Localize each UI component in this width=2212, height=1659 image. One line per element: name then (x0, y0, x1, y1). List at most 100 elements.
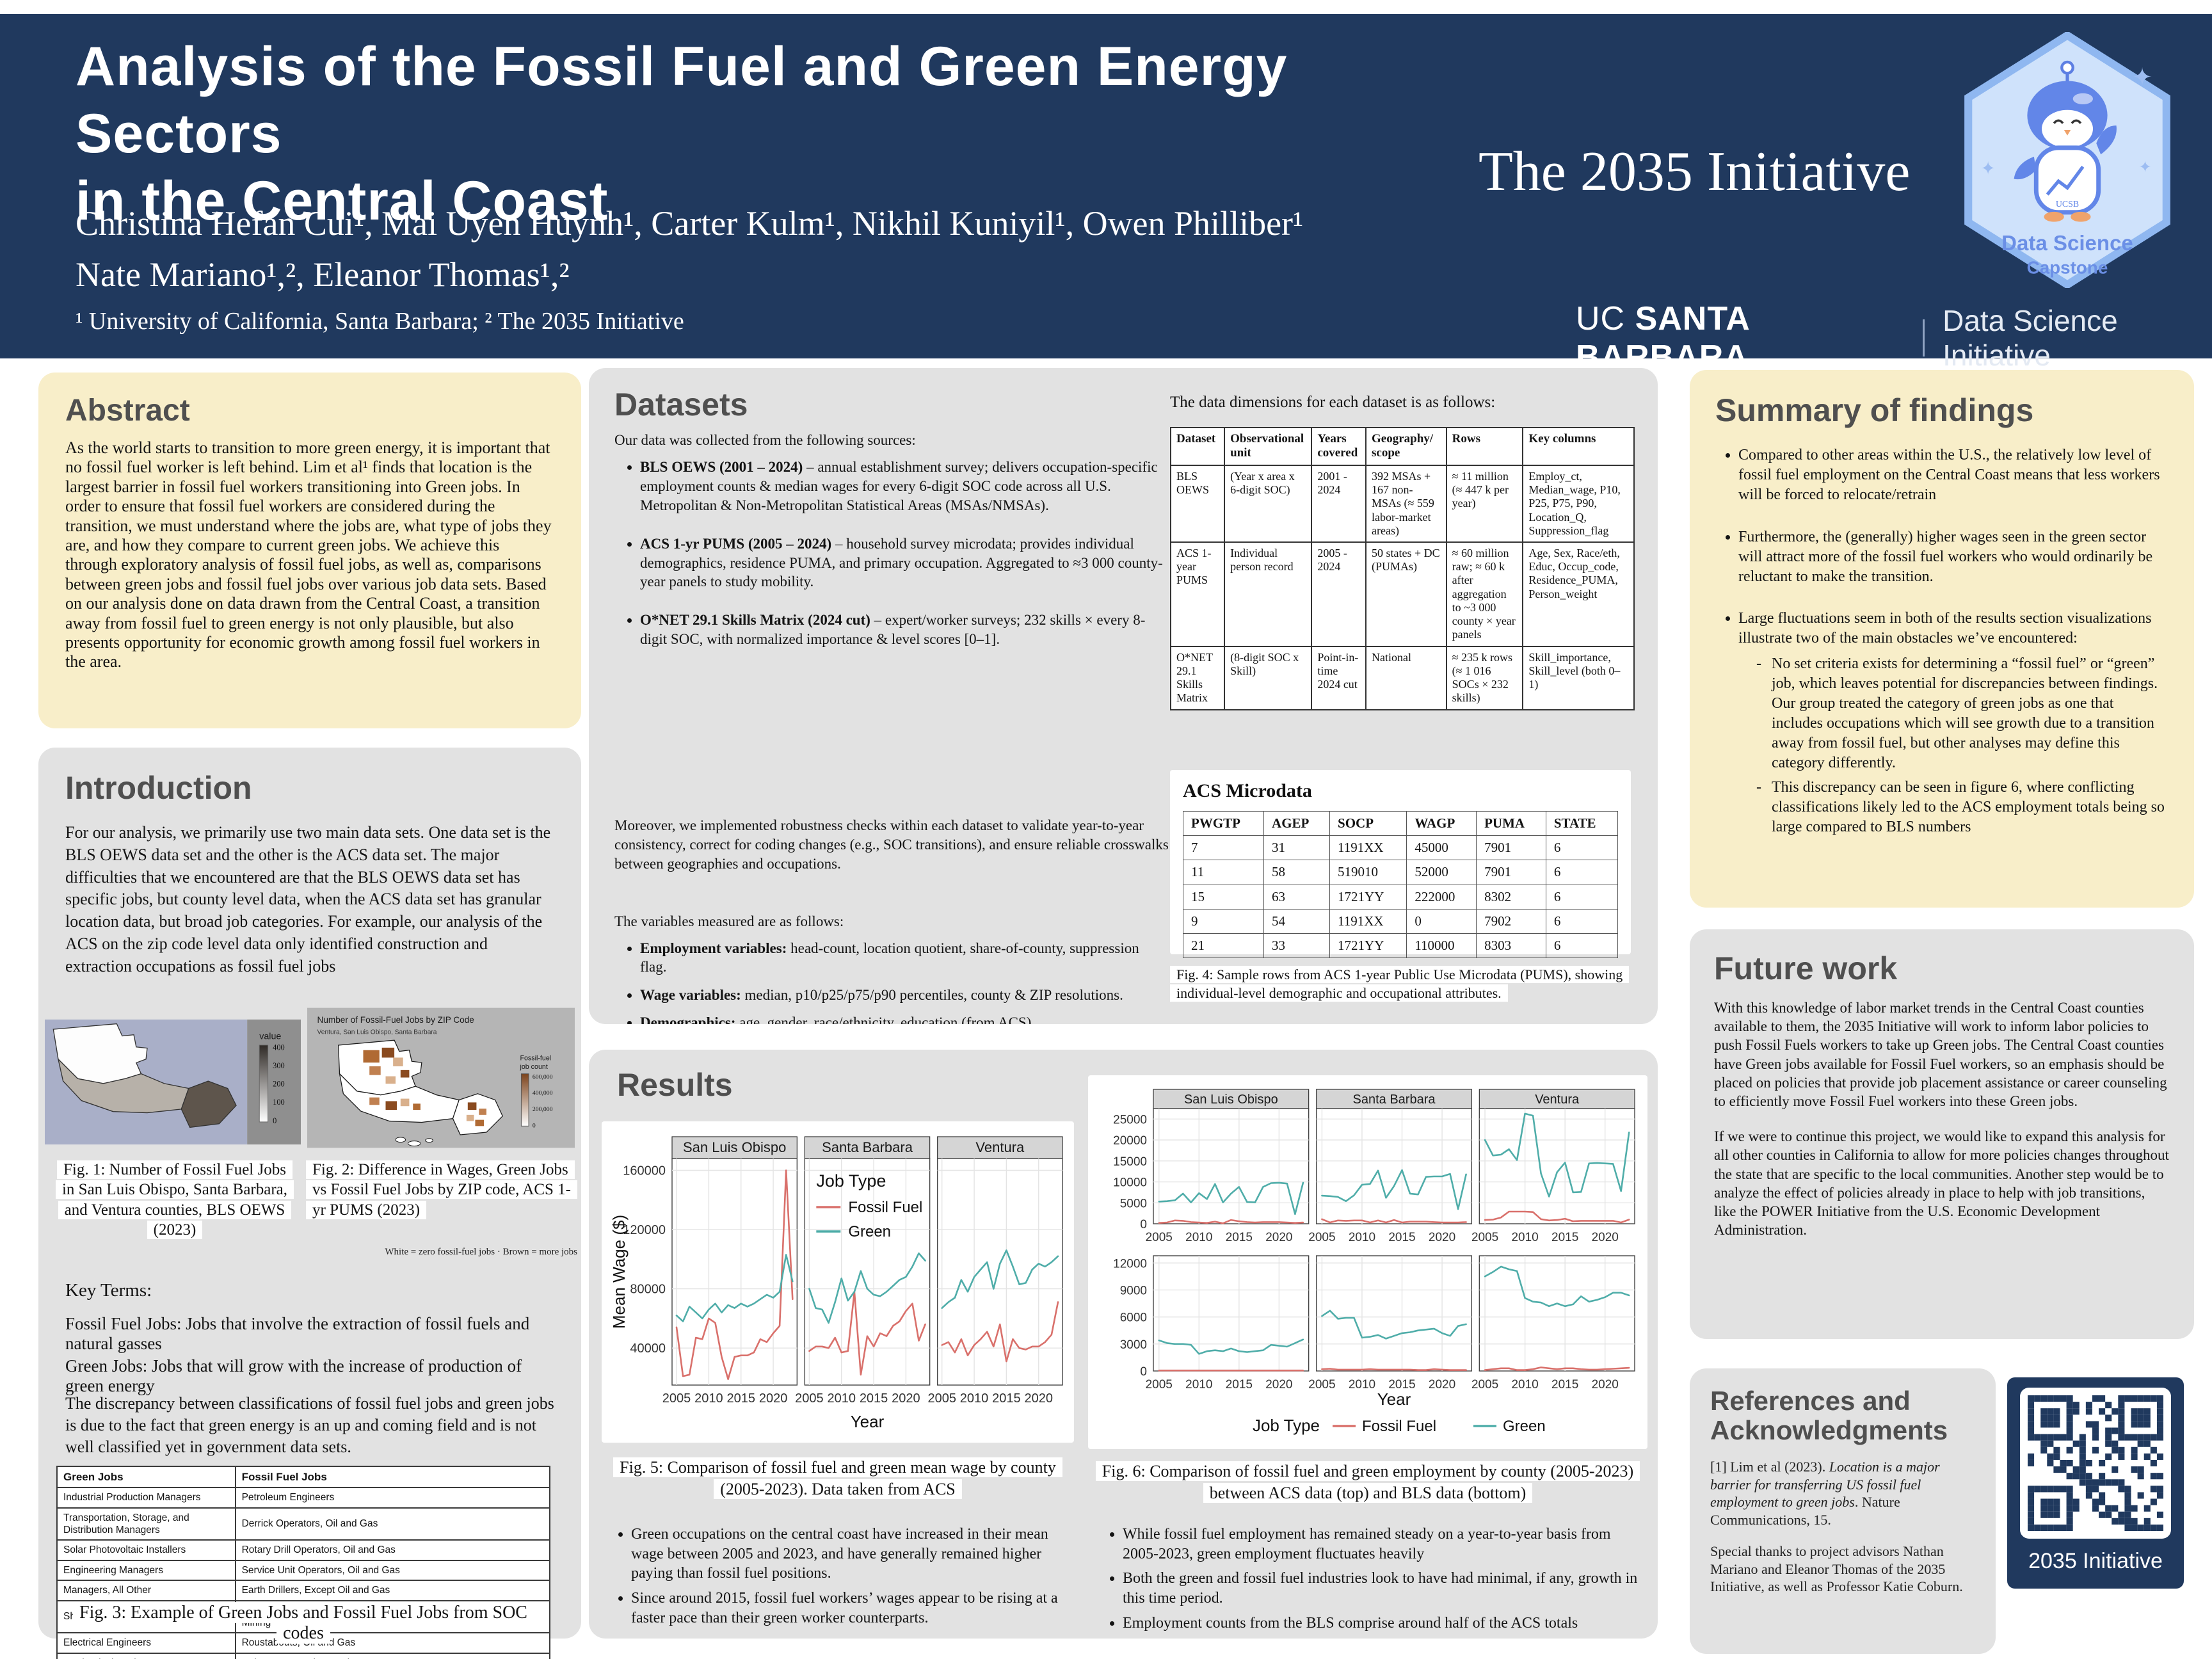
references-panel: References and Acknowledgments [1] Lim e… (1690, 1368, 1996, 1654)
fig6-chart-box: San Luis Obispo 0 5000 10000 15000 20000 25000… (1088, 1075, 1647, 1449)
fig1-tick: 0 (273, 1116, 276, 1125)
svg-text:2015: 2015 (1226, 1231, 1253, 1244)
list-item: While fossil fuel employment has remaine… (1123, 1525, 1644, 1564)
svg-text:2015: 2015 (1226, 1378, 1253, 1391)
svg-text:2005: 2005 (1471, 1231, 1498, 1244)
acknowledgments-text: Special thanks to project advisors Natha… (1710, 1543, 1963, 1595)
svg-text:Job Type: Job Type (816, 1171, 886, 1190)
table-row: Engineering Managers Service Unit Operato… (56, 1559, 551, 1582)
column-header: PUMA (1476, 810, 1546, 837)
list-item: Employment variables: head-count, locati… (640, 939, 1165, 977)
table-row: Transportation, Storage, and Distributio… (56, 1507, 551, 1541)
svg-text:2020: 2020 (1024, 1391, 1053, 1406)
column-header: Rows (1445, 427, 1524, 466)
svg-text:80000: 80000 (630, 1283, 666, 1297)
table-cell: O*NET 29.1 Skills Matrix (1169, 645, 1226, 710)
svg-text:2005: 2005 (1146, 1231, 1173, 1244)
table-cell: 58 (1263, 860, 1331, 885)
svg-text:2005: 2005 (1471, 1378, 1498, 1391)
table-cell: 2005 - 2024 (1311, 541, 1367, 647)
datasets-intro: Our data was collected from the followin… (614, 432, 916, 448)
references-heading: References and Acknowledgments (1710, 1386, 1948, 1446)
qr-code (2028, 1395, 2163, 1531)
svg-text:San Luis Obispo: San Luis Obispo (683, 1139, 786, 1155)
table-cell: ≈ 235 k rows (≈ 1 016 SOCs × 232 skills) (1445, 645, 1524, 710)
sparkle-icon: ✦ (2132, 64, 2152, 91)
table-cell: 52000 (1406, 860, 1477, 885)
fig2-zip-map: Number of Fossil-Fuel Jobs by ZIP Code V… (307, 1007, 575, 1148)
table-cell: ACS 1-year PUMS (1169, 541, 1226, 647)
table-cell: Industrial Production Managers (56, 1487, 236, 1509)
table-row: Industrial Production Managers Petroleum … (56, 1487, 551, 1509)
svg-text:San Luis Obispo: San Luis Obispo (1184, 1093, 1278, 1107)
svg-text:2015: 2015 (860, 1391, 888, 1406)
table-cell: Mechanical Engineers (56, 1652, 236, 1659)
summary-heading: Summary of findings (1715, 392, 2034, 428)
sparkle-icon: ✦ (1980, 159, 1995, 179)
svg-text:Ventura: Ventura (1535, 1093, 1580, 1107)
poster-title: Analysis of the Fossil Fuel and Green En… (76, 33, 1484, 235)
summary-panel: Summary of findings Compared to other ar… (1690, 370, 2194, 908)
summary-item: Furthermore, the (generally) higher wage… (1738, 527, 2168, 588)
column-header: WAGP (1406, 810, 1477, 837)
summary-sub-item: This discrepancy can be seen in figure 6… (1756, 778, 2168, 838)
datasets-moreover: Moreover, we implemented robustness chec… (614, 817, 1169, 872)
table-row: O*NET 29.1 Skills Matrix (8-digit SOC x S… (1169, 645, 1635, 710)
table-cell: Transportation, Storage, and Distributio… (56, 1507, 236, 1541)
fig6-caption: Fig. 6: Comparison of fossil fuel and gr… (1088, 1461, 1647, 1504)
fig3-soc-table: Green Jobs Fossil Fuel Jobs Industrial Pro… (56, 1465, 551, 1659)
table-cell: 45000 (1406, 835, 1477, 861)
svg-text:9000: 9000 (1120, 1284, 1147, 1297)
affiliation: ¹ University of California, Santa Barbar… (76, 308, 684, 335)
fig4-caption: Fig. 4: Sample rows from ACS 1-year Publ… (1170, 966, 1644, 1002)
table-cell: Helpers--Extraction Workers (234, 1652, 551, 1659)
table-cell: 1191XX (1329, 835, 1407, 861)
svg-text:2020: 2020 (1429, 1231, 1455, 1244)
fig1-colorbar-title: value (259, 1031, 281, 1041)
svg-text:2010: 2010 (1349, 1378, 1375, 1391)
column-header: AGEP (1263, 810, 1331, 837)
svg-text:Fossil Fuel: Fossil Fuel (848, 1199, 922, 1216)
svg-text:2005: 2005 (662, 1391, 691, 1406)
table-cell: 2001 - 2024 (1311, 464, 1367, 543)
list-item: Green occupations on the central coast h… (631, 1525, 1071, 1583)
svg-text:2005: 2005 (927, 1391, 956, 1406)
future-work-p1: With this knowledge of labor market tren… (1714, 1000, 2167, 1110)
table-cell: Solar Photovoltaic Installers (56, 1539, 236, 1561)
data-science-capstone-badge: ✦ ✦ ✦ UCSB Data Science Caps (1964, 32, 2170, 288)
svg-text:Year: Year (851, 1412, 885, 1431)
table-cell: 6 (1545, 933, 1619, 959)
list-item: Demographics: age, gender, race/ethnicit… (640, 1013, 1165, 1024)
variables-intro: The variables measured are as follows: (614, 913, 844, 929)
header: Analysis of the Fossil Fuel and Green En… (0, 14, 2212, 376)
fig2-note: White = zero fossil-fuel jobs · Brown = … (385, 1247, 577, 1257)
list-item: Since around 2015, fossil fuel workers’ … (631, 1589, 1071, 1628)
fig1-tick: 200 (273, 1080, 285, 1089)
table-cell: 6 (1545, 884, 1619, 910)
svg-text:2010: 2010 (1349, 1231, 1375, 1244)
svg-text:2015: 2015 (726, 1391, 755, 1406)
future-work-heading: Future work (1714, 950, 1898, 986)
table-cell: 9 (1182, 908, 1265, 934)
list-item: BLS OEWS (2001 – 2024) – annual establis… (640, 458, 1165, 515)
column-header: SOCP (1329, 810, 1407, 837)
table-cell: 50 states + DC (PUMAs) (1365, 541, 1447, 647)
abstract-heading: Abstract (65, 394, 190, 428)
svg-text:2020: 2020 (1265, 1378, 1292, 1391)
svg-text:2005: 2005 (1308, 1231, 1335, 1244)
table-cell: 6 (1545, 835, 1619, 861)
svg-text:5000: 5000 (1120, 1197, 1147, 1210)
svg-text:2010: 2010 (1185, 1378, 1212, 1391)
badge-org-label: UCSB (2056, 200, 2079, 209)
uc-prefix: UC (1576, 300, 1635, 337)
svg-text:120000: 120000 (623, 1223, 666, 1237)
header-divider (1923, 319, 1925, 357)
svg-text:Mean Wage ($): Mean Wage ($) (609, 1215, 629, 1329)
list-item: Employment counts from the BLS comprise … (1123, 1614, 1644, 1633)
table-cell: 8303 (1476, 933, 1546, 959)
table-cell: 11 (1182, 860, 1265, 885)
table-row: 7 31 1191XX 45000 7901 6 (1182, 835, 1619, 861)
fig5-chart-box: San Luis Obispo 40000 80000 120000 160000 200… (602, 1121, 1074, 1443)
table-cell: 7901 (1476, 835, 1546, 861)
